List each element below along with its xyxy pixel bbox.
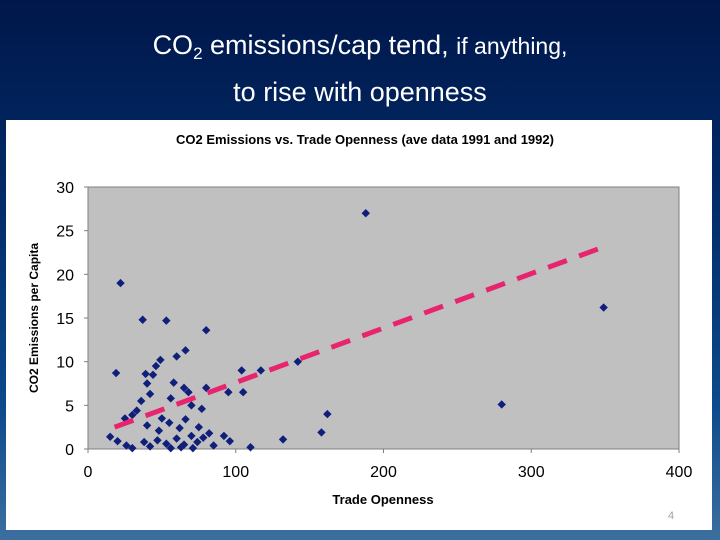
- page-number: 4: [668, 510, 675, 522]
- data-point: [317, 428, 326, 437]
- title-qualifier: if anything,: [456, 33, 568, 59]
- data-point: [184, 388, 193, 397]
- data-point: [209, 441, 218, 450]
- data-point: [145, 389, 155, 399]
- data-point: [237, 366, 246, 375]
- data-point: [128, 443, 137, 453]
- plot-area: [87, 186, 680, 450]
- data-point: [197, 404, 206, 414]
- data-point: [225, 436, 235, 446]
- data-point: [181, 415, 190, 424]
- title-main: emissions/cap tend,: [202, 30, 457, 60]
- data-point: [153, 436, 162, 445]
- data-points: [105, 209, 608, 453]
- data-point: [278, 435, 288, 444]
- data-point: [139, 437, 149, 447]
- y-axis-label: CO2 Emissions per Capita: [27, 243, 41, 393]
- y-tick-label: 30: [56, 180, 74, 197]
- data-point: [361, 209, 370, 218]
- y-axis-ticks: 0 5 10 15 20 25 30: [56, 180, 88, 459]
- x-tick-label: 0: [84, 464, 93, 481]
- data-point: [111, 368, 121, 378]
- data-point: [128, 410, 137, 420]
- data-point: [188, 443, 198, 453]
- data-point: [142, 421, 152, 430]
- data-point: [172, 434, 181, 443]
- data-point: [113, 436, 122, 446]
- chart-title: CO2 Emissions vs. Trade Openness (ave da…: [176, 132, 554, 147]
- data-point: [162, 439, 171, 448]
- data-point: [187, 431, 196, 441]
- x-axis-label: Trade Openness: [332, 492, 433, 507]
- data-point: [157, 414, 167, 423]
- data-point: [224, 388, 233, 397]
- x-tick-label: 300: [518, 464, 545, 481]
- chart-panel: CO2 Emissions vs. Trade Openness (ave da…: [6, 120, 712, 530]
- x-tick-label: 100: [222, 464, 249, 481]
- data-point: [256, 366, 266, 375]
- data-point: [105, 432, 115, 441]
- data-point: [122, 441, 131, 450]
- slide-title: CO2 emissions/cap tend, if anything, to …: [0, 26, 720, 111]
- data-point: [166, 443, 175, 453]
- data-point: [138, 315, 147, 324]
- data-point: [145, 442, 155, 451]
- data-point: [148, 370, 158, 379]
- data-point: [142, 379, 152, 388]
- data-point: [497, 400, 506, 409]
- y-tick-label: 25: [56, 224, 74, 241]
- data-point: [202, 326, 211, 335]
- data-point: [162, 316, 171, 325]
- data-point: [166, 394, 175, 403]
- data-point: [151, 361, 161, 371]
- data-point: [136, 396, 146, 406]
- data-point: [194, 422, 204, 432]
- data-point: [202, 383, 211, 393]
- data-point: [323, 409, 332, 419]
- y-tick-label: 10: [56, 355, 74, 372]
- data-point: [181, 346, 190, 355]
- data-point: [219, 431, 229, 441]
- x-tick-label: 400: [666, 464, 693, 481]
- x-axis-ticks: 0 100 200 300 400: [84, 449, 693, 481]
- title-subscript: 2: [193, 44, 203, 63]
- data-point: [246, 443, 255, 452]
- data-point: [165, 418, 174, 427]
- trendline: [113, 244, 606, 430]
- y-tick-label: 20: [56, 267, 74, 284]
- data-point: [293, 357, 303, 366]
- data-point: [187, 401, 196, 410]
- data-point: [156, 355, 165, 365]
- y-tick-label: 15: [56, 311, 74, 328]
- data-point: [193, 437, 202, 447]
- data-point: [599, 303, 608, 312]
- x-tick-label: 200: [370, 464, 397, 481]
- data-point: [204, 429, 214, 438]
- slide-title-line1: CO2 emissions/cap tend, if anything,: [0, 26, 720, 73]
- data-point: [154, 426, 164, 435]
- data-point: [179, 383, 189, 393]
- data-point: [175, 423, 184, 433]
- data-point: [176, 443, 186, 452]
- slide-title-line2: to rise with openness: [233, 77, 487, 107]
- title-co: CO: [152, 30, 194, 60]
- data-point: [141, 369, 150, 379]
- data-point: [169, 378, 178, 387]
- y-tick-label: 5: [65, 398, 74, 415]
- y-tick-label: 0: [65, 442, 74, 459]
- data-point: [238, 388, 248, 397]
- data-point: [132, 406, 141, 415]
- scatter-chart: CO2 Emissions vs. Trade Openness (ave da…: [27, 132, 693, 507]
- data-point: [116, 278, 125, 288]
- data-point: [199, 433, 208, 442]
